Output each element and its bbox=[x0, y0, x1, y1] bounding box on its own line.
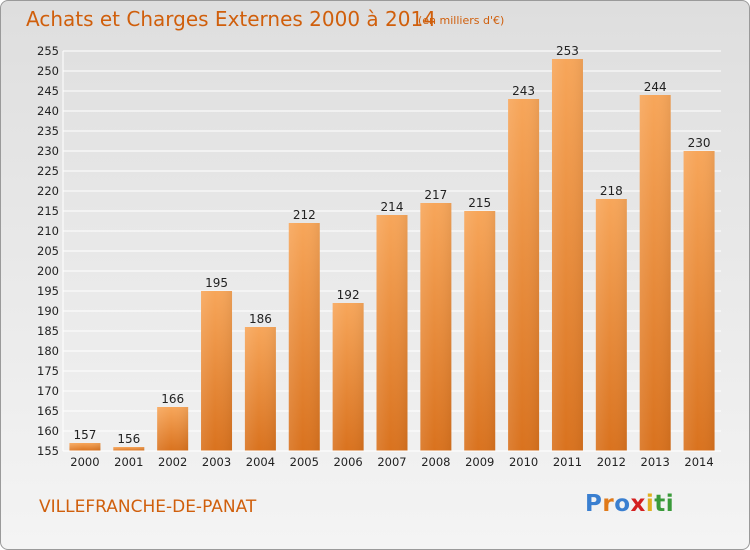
y-tick-label: 245 bbox=[37, 84, 59, 98]
x-tick-label: 2012 bbox=[597, 455, 626, 469]
bar-shine bbox=[332, 303, 364, 451]
bar-shine bbox=[201, 291, 233, 451]
commune-name: VILLEFRANCHE-DE-PANAT bbox=[39, 497, 257, 517]
y-tick-label: 155 bbox=[37, 444, 59, 458]
y-tick-label: 165 bbox=[37, 404, 59, 418]
value-label: 212 bbox=[293, 208, 316, 222]
x-tick-label: 2009 bbox=[465, 455, 494, 469]
bar-shine bbox=[551, 59, 583, 451]
bar-shine bbox=[508, 99, 540, 451]
y-tick-label: 230 bbox=[37, 144, 59, 158]
y-tick-label: 170 bbox=[37, 384, 59, 398]
bar-shine bbox=[288, 223, 320, 451]
value-label: 243 bbox=[512, 84, 535, 98]
y-tick-label: 225 bbox=[37, 164, 59, 178]
value-label: 218 bbox=[600, 184, 623, 198]
logo-letter: P bbox=[585, 491, 603, 517]
x-tick-label: 2000 bbox=[70, 455, 99, 469]
value-label: 215 bbox=[468, 196, 491, 210]
x-tick-label: 2007 bbox=[377, 455, 406, 469]
value-label: 217 bbox=[424, 188, 447, 202]
value-labels: 157 156 166 195 186 212 192 214 217 215 243 253 218 2… bbox=[73, 44, 710, 446]
y-tick-label: 235 bbox=[37, 124, 59, 138]
value-label: 157 bbox=[73, 428, 96, 442]
x-tick-label: 2013 bbox=[641, 455, 670, 469]
y-tick-label: 160 bbox=[37, 424, 59, 438]
x-tick-label: 2004 bbox=[246, 455, 275, 469]
bar-shine bbox=[464, 211, 496, 451]
logo-letter: t bbox=[654, 491, 666, 517]
y-tick-label: 215 bbox=[37, 204, 59, 218]
bar-shine bbox=[113, 447, 145, 451]
unit-label: (en milliers d'€) bbox=[418, 14, 505, 27]
y-tick-label: 205 bbox=[37, 244, 59, 258]
x-axis-ticks: 2000 2001 2002 2003 2004 2005 2006 2007 2008 2009… bbox=[70, 455, 713, 469]
x-tick-label: 2011 bbox=[553, 455, 582, 469]
value-label: 253 bbox=[556, 44, 579, 58]
bar-shine bbox=[376, 215, 408, 451]
y-axis-ticks: 155 160 165 170 175 180 185 190 195 200 205 210 215 2… bbox=[37, 44, 59, 458]
bar-shine bbox=[157, 407, 189, 451]
chart-title: Achats et Charges Externes 2000 à 2014 bbox=[26, 7, 436, 31]
value-label: 195 bbox=[205, 276, 228, 290]
y-tick-label: 250 bbox=[37, 64, 59, 78]
x-tick-label: 2003 bbox=[202, 455, 231, 469]
bar-shine bbox=[244, 327, 276, 451]
proxiti-logo: Proxiti bbox=[585, 491, 674, 517]
x-tick-label: 2010 bbox=[509, 455, 538, 469]
y-tick-label: 255 bbox=[37, 44, 59, 58]
y-tick-label: 185 bbox=[37, 324, 59, 338]
logo-letter: o bbox=[614, 491, 631, 517]
x-tick-label: 2008 bbox=[421, 455, 450, 469]
value-label: 186 bbox=[249, 312, 272, 326]
value-label: 156 bbox=[117, 432, 140, 446]
bars bbox=[69, 59, 715, 451]
logo-letter: i bbox=[645, 491, 655, 517]
x-tick-label: 2005 bbox=[290, 455, 319, 469]
logo-letter: r bbox=[602, 491, 615, 517]
value-label: 192 bbox=[337, 288, 360, 302]
value-label: 230 bbox=[688, 136, 711, 150]
y-tick-label: 210 bbox=[37, 224, 59, 238]
bar-shine bbox=[639, 95, 671, 451]
value-label: 214 bbox=[381, 200, 404, 214]
bar-shine bbox=[69, 443, 101, 451]
y-tick-label: 190 bbox=[37, 304, 59, 318]
value-label: 244 bbox=[644, 80, 667, 94]
x-tick-label: 2002 bbox=[158, 455, 187, 469]
y-tick-label: 200 bbox=[37, 264, 59, 278]
bar-shine bbox=[595, 199, 627, 451]
bar-shine bbox=[420, 203, 452, 451]
value-label: 166 bbox=[161, 392, 184, 406]
y-tick-label: 195 bbox=[37, 284, 59, 298]
x-tick-label: 2006 bbox=[333, 455, 362, 469]
y-tick-label: 220 bbox=[37, 184, 59, 198]
y-tick-label: 240 bbox=[37, 104, 59, 118]
y-tick-label: 180 bbox=[37, 344, 59, 358]
logo-letter: i bbox=[665, 491, 675, 517]
y-tick-label: 175 bbox=[37, 364, 59, 378]
logo-letter: x bbox=[630, 491, 646, 517]
bar-shine bbox=[683, 151, 715, 451]
x-tick-label: 2001 bbox=[114, 455, 143, 469]
x-tick-label: 2014 bbox=[684, 455, 713, 469]
